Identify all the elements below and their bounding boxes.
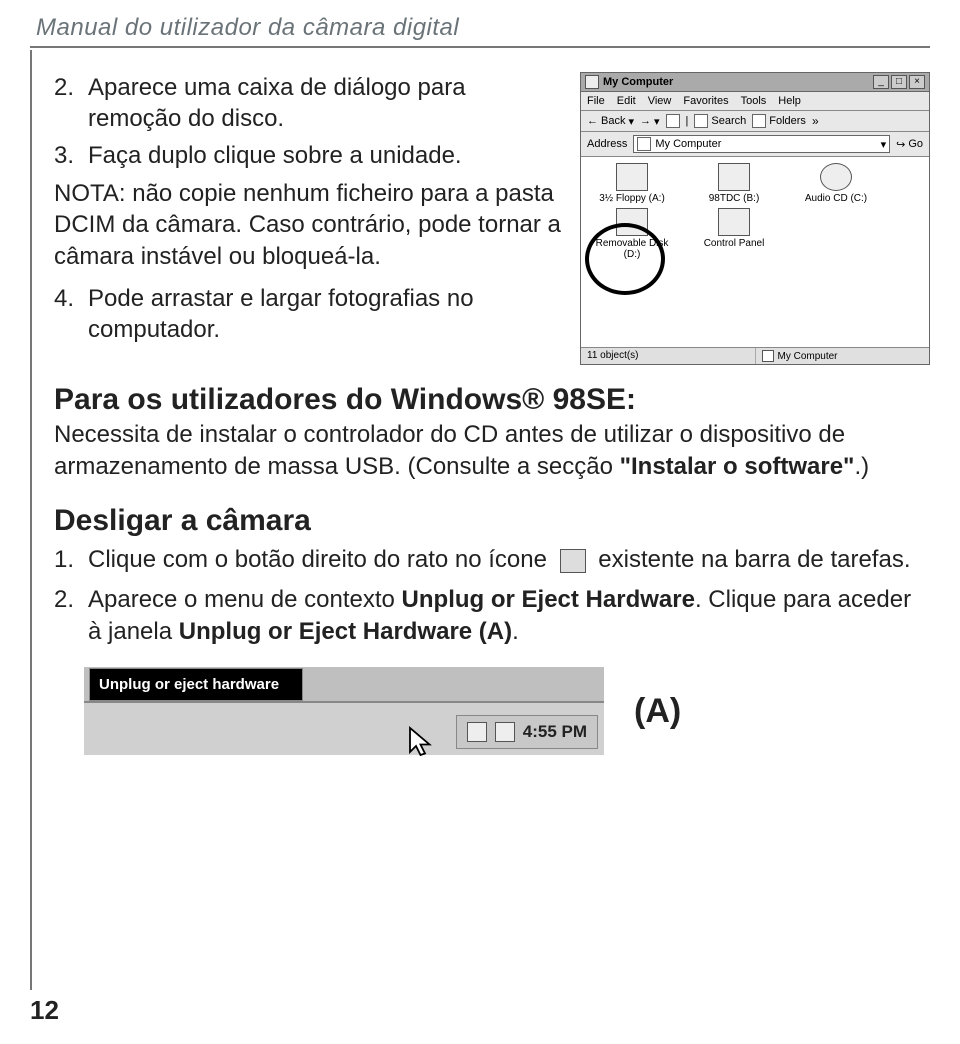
drive-hdd[interactable]: 98TDC (B:)	[689, 163, 779, 204]
step-number: 4.	[54, 283, 88, 345]
content-frame: 2. Aparece uma caixa de diálogo para rem…	[30, 50, 930, 990]
menu-file[interactable]: File	[587, 95, 605, 107]
search-button[interactable]: Search	[694, 114, 746, 128]
address-bar: Address My Computer ▾ ↪Go	[581, 132, 929, 157]
tray-icon[interactable]	[467, 722, 487, 742]
step-number: 1.	[54, 544, 88, 576]
page-number: 12	[30, 995, 59, 1026]
computer-icon	[637, 137, 651, 151]
figure-label-a: (A)	[634, 692, 681, 731]
clock: 4:55 PM	[523, 722, 587, 742]
win98-heading: Para os utilizadores do Windows® 98SE:	[54, 383, 930, 417]
page-header: Manual do utilizador da câmara digital	[30, 14, 930, 42]
instruction-text: 2. Aparece uma caixa de diálogo para rem…	[54, 72, 562, 365]
minimize-button[interactable]: _	[873, 75, 889, 89]
win98-paragraph: Necessita de instalar o controlador do C…	[54, 419, 930, 482]
menu-help[interactable]: Help	[778, 95, 801, 107]
step-text: Clique com o botão direito do rato no íc…	[88, 544, 930, 576]
back-button[interactable]: ←Back▾	[587, 115, 634, 128]
toolbar-overflow[interactable]: »	[812, 114, 817, 128]
step-text: Pode arrastar e largar fotografias no co…	[88, 283, 562, 345]
menu-view[interactable]: View	[648, 95, 672, 107]
horizontal-rule	[30, 46, 930, 48]
address-label: Address	[587, 138, 627, 150]
step-number: 2.	[54, 584, 88, 647]
disconnect-heading: Desligar a câmara	[54, 504, 930, 538]
step-text: Aparece o menu de contexto Unplug or Eje…	[88, 584, 930, 647]
step-text: Faça duplo clique sobre a unidade.	[88, 140, 562, 171]
note-text: NOTA: não copie nenhum ficheiro para a p…	[54, 178, 562, 273]
toolbar: ←Back▾ →▾ | Search Folders »	[581, 111, 929, 132]
go-button[interactable]: ↪Go	[896, 138, 923, 151]
status-bar: 11 object(s) My Computer	[581, 347, 929, 364]
control-panel[interactable]: Control Panel	[689, 208, 779, 260]
computer-icon	[762, 350, 774, 362]
cursor-icon	[404, 725, 440, 761]
step-number: 3.	[54, 140, 88, 171]
drive-audio-cd[interactable]: Audio CD (C:)	[791, 163, 881, 204]
menu-bar: File Edit View Favorites Tools Help	[581, 92, 929, 111]
step-number: 2.	[54, 72, 88, 134]
address-input[interactable]: My Computer ▾	[633, 135, 890, 153]
maximize-button[interactable]: □	[891, 75, 907, 89]
tray-eject-icon[interactable]	[495, 722, 515, 742]
status-object-count: 11 object(s)	[581, 348, 756, 364]
menu-edit[interactable]: Edit	[617, 95, 636, 107]
status-location: My Computer	[756, 348, 930, 364]
context-menu-item[interactable]: Unplug or eject hardware	[90, 669, 302, 700]
step-text: Aparece uma caixa de diálogo para remoçã…	[88, 72, 562, 134]
window-title: My Computer	[603, 76, 871, 88]
menu-favorites[interactable]: Favorites	[683, 95, 728, 107]
my-computer-window: My Computer _ □ × File Edit View Favorit…	[580, 72, 930, 365]
system-tray: 4:55 PM	[456, 715, 598, 749]
taskbar-screenshot: Unplug or eject hardware 4:55 PM	[84, 667, 604, 755]
explorer-content: 3½ Floppy (A:) 98TDC (B:) Audio CD (C:) …	[581, 157, 929, 347]
forward-button[interactable]: →▾	[640, 115, 660, 128]
eject-tray-icon	[560, 549, 586, 573]
drive-floppy[interactable]: 3½ Floppy (A:)	[587, 163, 677, 204]
menu-tools[interactable]: Tools	[741, 95, 767, 107]
window-icon	[585, 75, 599, 89]
drive-removable[interactable]: Removable Disk (D:)	[587, 208, 677, 260]
close-button[interactable]: ×	[909, 75, 925, 89]
folders-button[interactable]: Folders	[752, 114, 806, 128]
window-titlebar: My Computer _ □ ×	[581, 73, 929, 92]
up-button[interactable]	[666, 114, 680, 128]
